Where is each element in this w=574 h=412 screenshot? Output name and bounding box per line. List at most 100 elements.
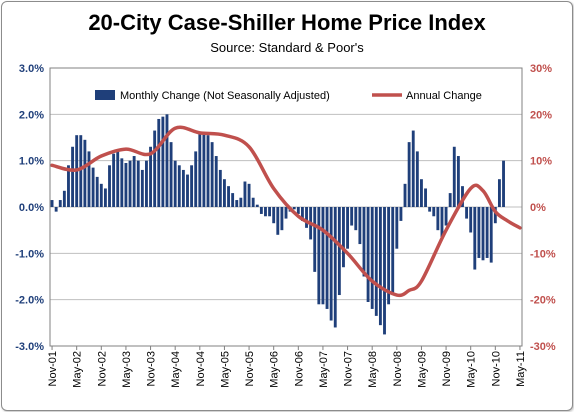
monthly-change-bar: [362, 207, 366, 277]
x-axis-tick-label: May-06: [269, 351, 281, 388]
monthly-change-bar: [391, 207, 395, 296]
monthly-change-bar: [247, 183, 251, 207]
monthly-change-bar: [99, 183, 103, 207]
monthly-change-bar: [378, 207, 382, 326]
legend-label-monthly-change: Monthly Change (Not Seasonally Adjusted): [120, 90, 330, 102]
monthly-change-bar: [177, 165, 181, 207]
monthly-change-bar: [206, 135, 210, 207]
monthly-change-bar: [194, 151, 198, 207]
monthly-change-bar: [255, 204, 259, 207]
monthly-change-bar: [157, 118, 161, 207]
x-axis-tick-label: May-02: [72, 351, 84, 388]
left-axis-tick-label: -2.0%: [15, 295, 44, 307]
monthly-change-bar: [95, 176, 99, 207]
monthly-change-bar: [313, 207, 317, 272]
monthly-change-bar: [145, 160, 148, 207]
monthly-change-bar: [374, 207, 378, 316]
monthly-change-bar: [124, 162, 128, 207]
monthly-change-bar: [354, 207, 358, 231]
monthly-change-bar: [407, 142, 411, 207]
x-axis-tick-label: May-07: [318, 351, 330, 388]
monthly-change-bar: [485, 207, 489, 258]
monthly-change-bar: [272, 207, 276, 224]
monthly-change-bar: [477, 207, 481, 258]
monthly-change-bar: [358, 207, 362, 245]
monthly-change-bar: [317, 207, 321, 305]
x-axis-tick-label: May-11: [515, 351, 527, 387]
monthly-change-bar: [333, 207, 337, 328]
right-axis-tick-label: 20%: [530, 109, 552, 121]
monthly-change-bar: [198, 132, 202, 207]
monthly-change-bar: [190, 165, 194, 207]
monthly-change-bar: [91, 167, 95, 207]
monthly-change-bar: [329, 207, 333, 321]
chart-subtitle: Source: Standard & Poor's: [210, 40, 364, 55]
x-axis-tick-label: Nov-01: [47, 351, 59, 386]
monthly-change-bar: [79, 135, 83, 207]
x-axis-tick-label: May-09: [416, 351, 428, 388]
left-axis-tick-label: 2.0%: [19, 109, 44, 121]
monthly-change-bar: [473, 207, 477, 270]
monthly-change-bar: [489, 207, 493, 263]
x-axis-tick-label: Nov-04: [195, 351, 207, 386]
monthly-change-bar: [128, 160, 132, 207]
monthly-change-bar: [83, 139, 87, 207]
monthly-change-bar: [202, 132, 206, 207]
monthly-change-bar: [108, 165, 111, 207]
monthly-change-bar: [169, 142, 173, 207]
monthly-change-bar: [296, 207, 300, 214]
monthly-change-bar: [415, 151, 419, 207]
chart-title: 20-City Case-Shiller Home Price Index: [88, 10, 486, 35]
monthly-change-bar: [436, 207, 440, 231]
monthly-change-bar: [411, 130, 415, 207]
monthly-change-bar: [346, 207, 350, 249]
legend-label-annual-change: Annual Change: [406, 90, 482, 102]
monthly-change-bar: [305, 207, 308, 228]
monthly-change-bar: [181, 169, 185, 207]
monthly-change-bar: [497, 179, 501, 207]
monthly-change-bar: [465, 207, 469, 219]
monthly-change-bar: [71, 146, 75, 207]
monthly-change-bar: [243, 181, 247, 207]
monthly-change-bar: [58, 200, 62, 207]
monthly-change-bar: [448, 193, 452, 207]
monthly-change-bar: [153, 130, 157, 207]
monthly-change-bar: [239, 197, 243, 207]
monthly-change-bar: [399, 207, 403, 221]
monthly-change-bar: [395, 207, 399, 249]
monthly-change-bar: [321, 207, 325, 305]
x-axis-tick-label: Nov-10: [490, 351, 502, 386]
monthly-change-bars: [50, 114, 505, 335]
monthly-change-bar: [120, 158, 124, 207]
monthly-change-bar: [292, 207, 296, 210]
annual-change-line-group: [50, 125, 522, 298]
x-axis-tick-label: May-03: [121, 351, 133, 388]
left-axis-tick-label: -3.0%: [15, 341, 44, 353]
x-axis-tick-label: May-08: [367, 351, 379, 388]
monthly-change-bar: [116, 151, 120, 207]
monthly-change-bar: [403, 183, 407, 207]
monthly-change-bar: [50, 200, 54, 207]
right-axis-tick-label: -30%: [530, 341, 556, 353]
monthly-change-bar: [214, 156, 218, 207]
monthly-change-bar: [112, 153, 116, 207]
x-axis-tick-label: Nov-05: [244, 351, 256, 386]
monthly-change-bar: [456, 156, 460, 207]
monthly-change-bar: [370, 207, 374, 309]
monthly-change-bar: [136, 160, 140, 207]
monthly-change-bar: [337, 207, 341, 296]
monthly-change-bar: [284, 207, 288, 219]
left-axis-tick-label: -1.0%: [15, 248, 44, 260]
x-axis-tick-label: May-05: [219, 351, 231, 388]
monthly-change-bar: [387, 207, 391, 305]
x-axis-tick-label: May-04: [170, 351, 182, 388]
monthly-change-bar: [259, 207, 263, 214]
monthly-change-bar: [218, 169, 222, 207]
monthly-change-bar: [235, 200, 239, 207]
monthly-change-bar: [469, 207, 473, 233]
monthly-change-bar: [149, 146, 152, 207]
monthly-change-bar: [276, 207, 280, 235]
left-axis-tick-label: 0.0%: [19, 202, 44, 214]
monthly-change-bar: [87, 151, 91, 207]
monthly-change-bar: [342, 207, 345, 268]
